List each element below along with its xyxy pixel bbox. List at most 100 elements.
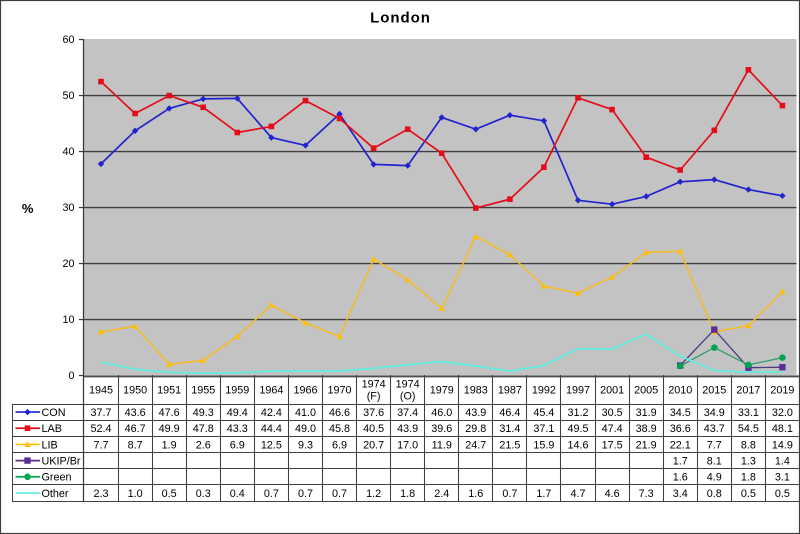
svg-text:1.6: 1.6 <box>673 472 688 484</box>
svg-text:1979: 1979 <box>430 384 454 396</box>
svg-text:0: 0 <box>68 370 74 382</box>
svg-text:2015: 2015 <box>702 384 726 396</box>
svg-text:31.2: 31.2 <box>568 407 589 419</box>
svg-text:0.7: 0.7 <box>502 488 517 500</box>
svg-text:7.7: 7.7 <box>94 439 109 451</box>
svg-text:50: 50 <box>62 90 74 102</box>
svg-text:43.6: 43.6 <box>125 407 146 419</box>
svg-text:39.6: 39.6 <box>431 423 452 435</box>
svg-text:0.7: 0.7 <box>298 488 313 500</box>
svg-text:34.9: 34.9 <box>704 407 725 419</box>
svg-text:1.8: 1.8 <box>400 488 415 500</box>
svg-text:31.9: 31.9 <box>636 407 657 419</box>
svg-text:46.7: 46.7 <box>125 423 146 435</box>
svg-text:0.7: 0.7 <box>264 488 279 500</box>
svg-text:49.3: 49.3 <box>193 407 214 419</box>
svg-text:14.6: 14.6 <box>568 439 589 451</box>
svg-text:32.0: 32.0 <box>772 407 793 419</box>
svg-text:1951: 1951 <box>157 384 181 396</box>
svg-text:0.5: 0.5 <box>775 488 790 500</box>
svg-text:22.1: 22.1 <box>670 439 691 451</box>
svg-text:45.8: 45.8 <box>329 423 350 435</box>
svg-text:38.9: 38.9 <box>636 423 657 435</box>
svg-text:1966: 1966 <box>293 384 317 396</box>
svg-text:1974: 1974 <box>362 379 386 391</box>
svg-text:21.5: 21.5 <box>499 439 520 451</box>
svg-text:0.5: 0.5 <box>741 488 756 500</box>
svg-text:12.5: 12.5 <box>261 439 282 451</box>
svg-text:6.9: 6.9 <box>230 439 245 451</box>
svg-text:30.5: 30.5 <box>602 407 623 419</box>
svg-text:(O): (O) <box>400 391 416 403</box>
svg-text:London: London <box>370 10 431 27</box>
svg-text:1.4: 1.4 <box>775 455 790 467</box>
svg-text:37.7: 37.7 <box>91 407 112 419</box>
svg-text:41.0: 41.0 <box>295 407 316 419</box>
svg-text:8.1: 8.1 <box>707 455 722 467</box>
svg-text:2010: 2010 <box>668 384 692 396</box>
svg-text:52.4: 52.4 <box>91 423 112 435</box>
svg-text:1959: 1959 <box>225 384 249 396</box>
svg-text:1.3: 1.3 <box>741 455 756 467</box>
svg-text:34.5: 34.5 <box>670 407 691 419</box>
svg-text:9.3: 9.3 <box>298 439 313 451</box>
svg-text:40.5: 40.5 <box>363 423 384 435</box>
svg-text:LAB: LAB <box>42 423 62 435</box>
svg-text:40: 40 <box>62 146 74 158</box>
svg-text:UKIP/Br: UKIP/Br <box>42 455 81 467</box>
svg-text:42.4: 42.4 <box>261 407 282 419</box>
svg-text:7.7: 7.7 <box>707 439 722 451</box>
svg-text:2017: 2017 <box>736 384 760 396</box>
svg-text:Green: Green <box>42 472 72 484</box>
svg-text:44.4: 44.4 <box>261 423 282 435</box>
svg-text:1974: 1974 <box>396 379 420 391</box>
svg-text:29.8: 29.8 <box>465 423 486 435</box>
svg-text:2.6: 2.6 <box>196 439 211 451</box>
svg-text:7.3: 7.3 <box>639 488 654 500</box>
svg-text:1997: 1997 <box>566 384 590 396</box>
svg-text:3.4: 3.4 <box>673 488 688 500</box>
svg-text:0.3: 0.3 <box>196 488 211 500</box>
svg-text:47.8: 47.8 <box>193 423 214 435</box>
svg-text:21.9: 21.9 <box>636 439 657 451</box>
svg-text:17.5: 17.5 <box>602 439 623 451</box>
svg-text:24.7: 24.7 <box>465 439 486 451</box>
svg-text:0.4: 0.4 <box>230 488 245 500</box>
svg-text:46.4: 46.4 <box>499 407 520 419</box>
svg-text:49.4: 49.4 <box>227 407 248 419</box>
svg-text:37.4: 37.4 <box>397 407 418 419</box>
svg-text:3.1: 3.1 <box>775 472 790 484</box>
svg-text:17.0: 17.0 <box>397 439 418 451</box>
svg-text:0.5: 0.5 <box>162 488 177 500</box>
svg-text:1.7: 1.7 <box>673 455 688 467</box>
svg-text:4.7: 4.7 <box>571 488 586 500</box>
svg-text:20.7: 20.7 <box>363 439 384 451</box>
svg-text:Other: Other <box>42 488 69 500</box>
svg-text:8.8: 8.8 <box>741 439 756 451</box>
svg-text:0.7: 0.7 <box>332 488 347 500</box>
svg-text:8.7: 8.7 <box>128 439 143 451</box>
svg-text:43.9: 43.9 <box>465 407 486 419</box>
svg-text:10: 10 <box>62 314 74 326</box>
svg-text:LIB: LIB <box>42 439 58 451</box>
svg-text:46.0: 46.0 <box>431 407 452 419</box>
svg-text:47.4: 47.4 <box>602 423 623 435</box>
svg-text:1970: 1970 <box>328 384 352 396</box>
svg-text:30: 30 <box>62 202 74 214</box>
svg-text:37.1: 37.1 <box>533 423 554 435</box>
svg-text:49.5: 49.5 <box>568 423 589 435</box>
svg-text:43.7: 43.7 <box>704 423 725 435</box>
svg-text:1.9: 1.9 <box>162 439 177 451</box>
svg-text:43.3: 43.3 <box>227 423 248 435</box>
svg-text:2005: 2005 <box>634 384 658 396</box>
svg-text:31.4: 31.4 <box>499 423 520 435</box>
svg-text:43.9: 43.9 <box>397 423 418 435</box>
svg-text:1955: 1955 <box>191 384 215 396</box>
svg-text:(F): (F) <box>367 391 381 403</box>
svg-text:33.1: 33.1 <box>738 407 759 419</box>
svg-text:2.4: 2.4 <box>434 488 449 500</box>
svg-text:15.9: 15.9 <box>533 439 554 451</box>
svg-text:1992: 1992 <box>532 384 556 396</box>
svg-text:1.8: 1.8 <box>741 472 756 484</box>
svg-text:11.9: 11.9 <box>432 439 452 451</box>
